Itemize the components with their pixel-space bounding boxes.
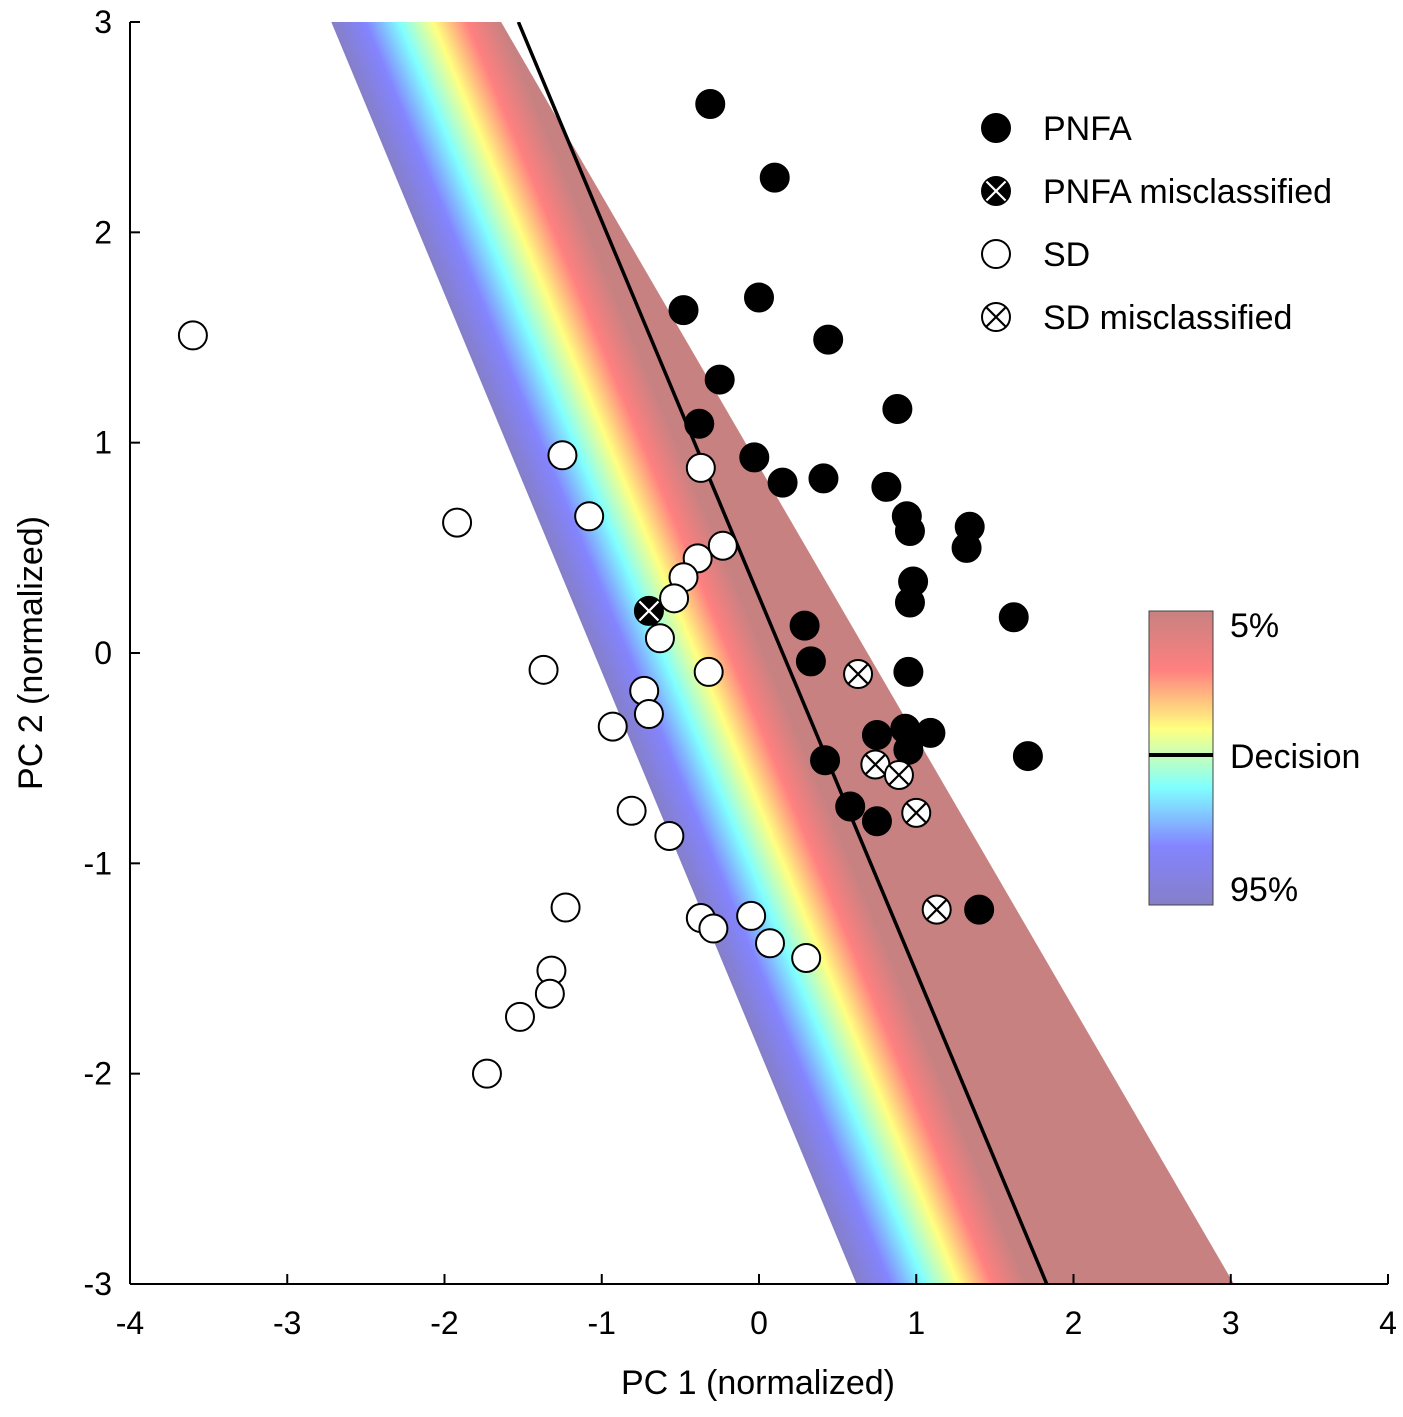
colorbar-gradient	[1148, 610, 1214, 906]
x-tick-label: 1	[907, 1305, 925, 1341]
x-axis-label: PC 1 (normalized)	[621, 1364, 895, 1402]
data-point	[964, 894, 995, 925]
data-point	[659, 583, 690, 614]
legend-label: SD misclassified	[1043, 299, 1292, 337]
x-tick-label: 2	[1065, 1305, 1083, 1341]
y-tick-label: 3	[94, 4, 112, 40]
data-point	[921, 894, 952, 925]
legend: PNFA PNFA misclassified SD SD misclassified	[981, 110, 1332, 337]
colorbar-label-mid: Decision	[1230, 738, 1360, 776]
data-point	[759, 162, 790, 193]
data-point	[893, 656, 924, 687]
data-points	[177, 89, 1043, 1089]
colorbar: 5% Decision 95%	[1148, 607, 1360, 909]
y-tick-label: 1	[94, 425, 112, 461]
y-tick-label: 2	[94, 214, 112, 250]
data-point	[685, 452, 716, 483]
legend-label: PNFA misclassified	[1043, 173, 1332, 211]
legend-marker	[981, 302, 1011, 332]
data-point	[698, 913, 729, 944]
data-point	[528, 654, 559, 685]
data-point	[808, 463, 839, 494]
probability-band	[331, 22, 1234, 1284]
data-point	[547, 440, 578, 471]
data-point	[901, 797, 932, 828]
legend-marker	[981, 113, 1011, 143]
data-point	[871, 471, 902, 502]
data-point	[616, 795, 647, 826]
data-point	[998, 602, 1029, 633]
data-point	[471, 1058, 502, 1089]
data-point	[704, 364, 735, 395]
legend-marker	[981, 176, 1011, 206]
x-tick-label: -3	[273, 1305, 301, 1341]
data-point	[883, 759, 914, 790]
data-point	[654, 820, 685, 851]
data-point	[707, 530, 738, 561]
data-point	[684, 408, 715, 439]
data-point	[813, 324, 844, 355]
x-tick-label: 4	[1379, 1305, 1397, 1341]
data-point	[810, 745, 841, 776]
data-point	[644, 623, 675, 654]
data-point	[882, 394, 913, 425]
y-tick-label: -3	[84, 1266, 112, 1302]
y-tick-label: -1	[84, 845, 112, 881]
data-point	[915, 717, 946, 748]
data-point	[795, 646, 826, 677]
data-point	[744, 282, 774, 313]
data-point	[736, 900, 767, 931]
data-point	[693, 656, 724, 687]
data-point	[755, 928, 786, 959]
decision-boundary-line	[516, 22, 1049, 1284]
data-point	[894, 516, 925, 547]
data-point	[695, 89, 726, 120]
data-point	[767, 467, 798, 498]
legend-label: PNFA	[1043, 110, 1132, 148]
x-tick-label: -4	[116, 1305, 144, 1341]
data-point	[791, 942, 822, 973]
data-point	[1012, 741, 1043, 772]
y-axis-label: PC 2 (normalized)	[12, 516, 50, 790]
data-point	[442, 507, 473, 538]
x-tick-label: -1	[588, 1305, 616, 1341]
x-tick-label: 0	[750, 1305, 768, 1341]
legend-marker	[981, 239, 1011, 269]
data-point	[550, 892, 581, 923]
y-tick-label: 0	[94, 635, 112, 671]
data-point	[668, 295, 699, 326]
legend-label: SD	[1043, 236, 1090, 274]
data-point	[633, 595, 664, 626]
x-tick-label: 3	[1222, 1305, 1240, 1341]
data-point	[739, 442, 770, 473]
data-point	[177, 320, 208, 351]
data-point	[789, 610, 820, 641]
data-point	[835, 791, 866, 822]
data-point	[861, 806, 892, 837]
y-tick-label: -2	[84, 1056, 112, 1092]
data-point	[597, 711, 628, 742]
data-point	[534, 978, 565, 1009]
data-point	[951, 532, 982, 563]
data-point	[504, 1001, 535, 1032]
data-point	[894, 587, 925, 618]
data-point	[574, 501, 605, 532]
data-point	[843, 659, 874, 690]
colorbar-label-low: 5%	[1230, 607, 1279, 645]
data-point	[861, 720, 892, 751]
x-tick-label: -2	[430, 1305, 458, 1341]
colorbar-label-high: 95%	[1230, 871, 1298, 909]
data-point	[633, 698, 664, 729]
